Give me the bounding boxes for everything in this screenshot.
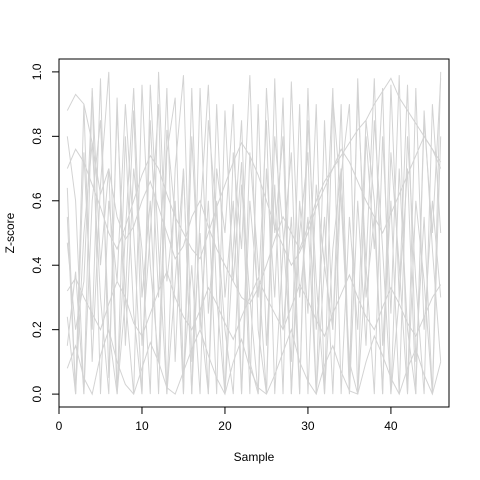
- x-axis: 0 10 20 30 40: [56, 406, 398, 433]
- y-tick-label: 0.2: [30, 321, 44, 338]
- series-line-8: [66, 71, 442, 395]
- y-tick-label: 0.8: [30, 128, 44, 145]
- y-axis-label: Z-score: [3, 212, 17, 253]
- y-tick-label: 0.4: [30, 257, 44, 274]
- x-tick-label: 30: [301, 419, 315, 433]
- x-tick-label: 40: [384, 419, 398, 433]
- y-tick-label: 0.6: [30, 192, 44, 209]
- x-axis-label: Sample: [234, 450, 275, 464]
- x-tick-label: 10: [135, 419, 149, 433]
- series-layer: [66, 71, 442, 396]
- x-tick-label: 0: [56, 419, 63, 433]
- series-line-7: [66, 270, 442, 341]
- series-line-4: [66, 71, 442, 395]
- y-tick-label: 0.0: [30, 385, 44, 402]
- series-line-10: [66, 84, 442, 395]
- y-tick-label: 1.0: [30, 63, 44, 80]
- series-line-5: [66, 78, 442, 395]
- x-tick-label: 20: [218, 419, 232, 433]
- y-axis: 0.0 0.2 0.4 0.6 0.8 1.0: [30, 63, 60, 402]
